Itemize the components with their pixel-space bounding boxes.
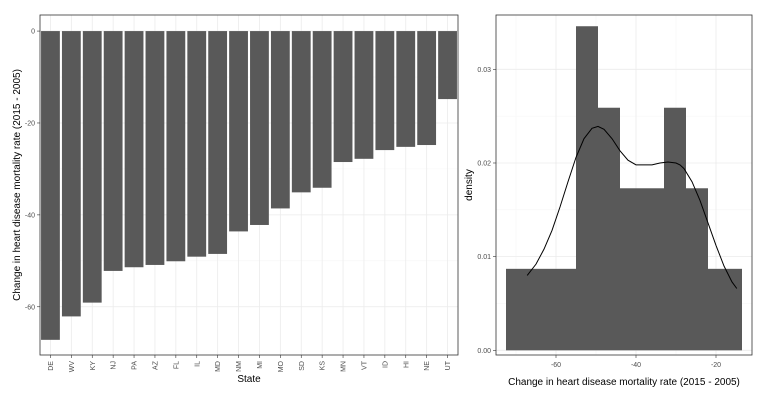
bar-chart-x-tick-label: MI (257, 361, 264, 369)
bar-MD (208, 31, 228, 254)
histogram-y-tick-label: 0.02 (477, 160, 491, 167)
histogram-bin-5 (686, 188, 708, 351)
bar-NJ (103, 31, 123, 271)
bar-chart-x-axis-title: State (237, 374, 261, 385)
bar-chart-y-ticks: 0 -20 -40 -60 (25, 29, 40, 311)
bar-IL (187, 31, 207, 257)
bar-chart-border (39, 14, 459, 356)
bar-chart-x-tick-label: MO (278, 360, 285, 372)
bar-NM (229, 31, 248, 232)
bar-chart-x-tick-label: WV (69, 361, 76, 373)
bar-chart-x-tick-label: AZ (152, 360, 159, 370)
bar-chart-x-tick-label: UT (445, 360, 452, 370)
bar-chart-y-tick-label: 0 (31, 29, 35, 36)
bar-chart-x-tick-label: KS (320, 361, 327, 371)
histogram-x-ticks: -60 -40 -20 (551, 355, 721, 369)
bar-MI (250, 31, 269, 225)
bar-chart-x-tick-label: NE (424, 361, 431, 371)
bar-chart-panel: 0 -20 -40 -60 DE WV KY NJ PA AZ FL IL MD NM MI MO SD KS M… (12, 14, 459, 385)
bar-chart-x-tick-label: HI (403, 361, 410, 368)
histogram-y-axis-title: density (464, 169, 475, 201)
bar-chart-x-tick-label: MD (215, 361, 222, 372)
histogram-y-tick-label: 0.03 (477, 67, 491, 74)
bar-HI (396, 31, 416, 147)
bar-PA (124, 31, 144, 268)
density-curve (526, 125, 738, 289)
bar-chart-y-tick-label: -20 (25, 120, 35, 127)
bar-SD (291, 31, 311, 193)
bar-VT (354, 31, 374, 159)
bar-chart-x-tick-label: PA (132, 361, 139, 370)
histogram-bin-0 (506, 268, 576, 351)
bar-chart-y-tick-label: -60 (25, 304, 35, 311)
bar-chart-x-tick-label: MN (341, 361, 348, 372)
bar-MO (270, 31, 290, 209)
histogram-y-tick-label: 0.01 (477, 254, 491, 261)
bar-chart-x-tick-label: DE (48, 361, 55, 371)
bar-chart-x-tick-label: NJ (111, 361, 118, 370)
histogram-border (495, 14, 753, 356)
bar-chart-x-tick-label: NM (236, 361, 243, 372)
bar-chart-bars (41, 31, 457, 340)
bar-DE (41, 31, 60, 340)
histogram-y-ticks: 0.00 0.01 0.02 0.03 (477, 67, 496, 355)
bar-chart-background (40, 15, 458, 355)
bar-chart-x-tick-label: SD (299, 361, 306, 371)
bar-chart-x-tick-label: ID (382, 361, 389, 368)
bar-chart-x-tick-label: VT (361, 360, 368, 370)
bar-chart-x-ticks: DE WV KY NJ PA AZ FL IL MD NM MI MO SD KS MN VT ID HI NE UT (48, 355, 452, 372)
histogram-bin-2 (598, 107, 620, 351)
bar-chart-x-tick-label: IL (194, 361, 201, 367)
bar-ID (375, 31, 395, 151)
bar-NE (417, 31, 437, 146)
histogram-bins (506, 26, 742, 351)
histogram-bin-3 (620, 188, 664, 351)
bar-KS (312, 31, 332, 188)
histogram-x-tick-label: -60 (551, 362, 561, 369)
histogram-bin-6 (708, 268, 742, 351)
bar-WV (61, 31, 81, 317)
histogram-panel: 0.00 0.01 0.02 0.03 -60 -40 -20 Change in hea… (464, 14, 753, 388)
bar-chart-y-tick-label: -40 (25, 212, 35, 219)
histogram-x-axis-title: Change in heart disease mortality rate (… (508, 377, 740, 388)
bar-AZ (145, 31, 165, 265)
bar-FL (166, 31, 186, 262)
histogram-y-tick-label: 0.00 (477, 348, 491, 355)
bar-KY (82, 31, 102, 303)
bar-chart-y-axis-title: Change in heart disease mortality rate (… (12, 69, 23, 301)
bar-MN (333, 31, 353, 163)
histogram-bin-1 (576, 26, 598, 351)
bar-chart-x-tick-label: KY (90, 361, 97, 371)
bar-chart-x-tick-label: FL (173, 361, 180, 369)
histogram-bin-4 (664, 107, 686, 351)
bar-UT (438, 31, 457, 100)
histogram-x-tick-label: -40 (631, 362, 641, 369)
histogram-x-tick-label: -20 (711, 362, 721, 369)
